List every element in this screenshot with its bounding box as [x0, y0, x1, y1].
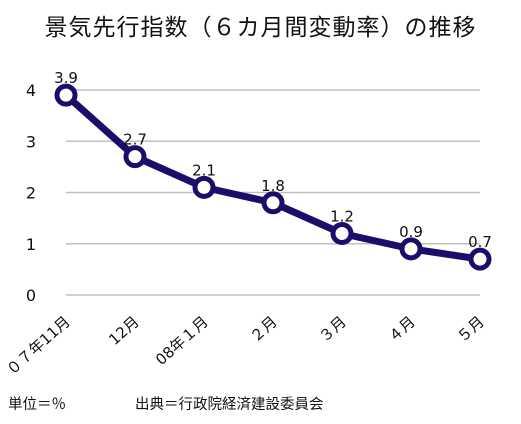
x-tick-label: ３月: [315, 313, 349, 346]
x-tick-label: 12月: [105, 313, 142, 349]
y-tick-label: 0: [26, 286, 36, 305]
x-tick-label: ４月: [384, 313, 418, 346]
x-tick-label: ０７年11月: [3, 313, 74, 379]
x-tick-label: ２月: [246, 313, 280, 346]
data-point: [468, 247, 492, 271]
data-point: [192, 175, 216, 199]
data-label: 2.7: [123, 131, 147, 149]
data-label: 1.8: [261, 177, 285, 195]
x-tick-label: 08年１月: [152, 313, 212, 369]
y-tick-label: 1: [26, 235, 36, 254]
data-point: [54, 83, 78, 107]
data-label: 0.7: [468, 233, 492, 251]
y-tick-label: 3: [26, 132, 36, 151]
data-point: [261, 191, 285, 215]
data-point: [399, 237, 423, 261]
unit-note: 単位＝％: [8, 397, 66, 413]
data-label: 0.9: [399, 223, 423, 241]
data-point: [123, 145, 147, 169]
x-tick-label: ５月: [453, 313, 487, 346]
data-point: [330, 222, 354, 245]
chart-title: 景気先行指数（６カ月間変動率）の推移: [44, 15, 477, 41]
data-label: 2.1: [192, 161, 216, 179]
y-tick-label: 4: [26, 81, 36, 100]
source-note: 出典＝行政院経済建設委員会: [135, 397, 324, 413]
data-label: 1.2: [330, 208, 354, 226]
data-label: 3.9: [54, 69, 78, 87]
y-tick-label: 2: [26, 184, 36, 203]
